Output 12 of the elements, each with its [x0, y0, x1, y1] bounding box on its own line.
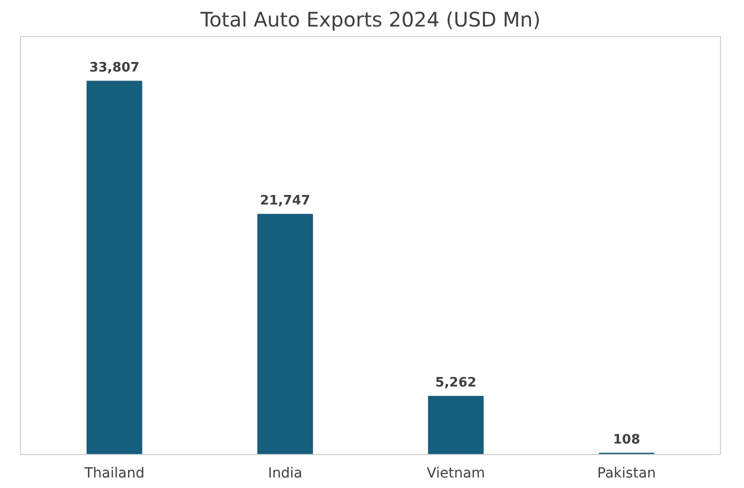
x-tick-label: Vietnam [426, 466, 486, 482]
bar [86, 80, 142, 454]
x-tick-label: Pakistan [597, 466, 656, 482]
data-label: 5,262 [435, 375, 476, 390]
bar [257, 214, 313, 454]
data-label: 33,807 [89, 60, 140, 76]
chart-title: Total Auto Exports 2024 (USD Mn) [200, 8, 541, 32]
x-tick-label: India [268, 466, 302, 482]
x-tick-label: Thailand [83, 466, 144, 482]
data-label: 108 [613, 432, 640, 448]
bar [428, 396, 484, 454]
data-label: 21,747 [260, 193, 310, 208]
